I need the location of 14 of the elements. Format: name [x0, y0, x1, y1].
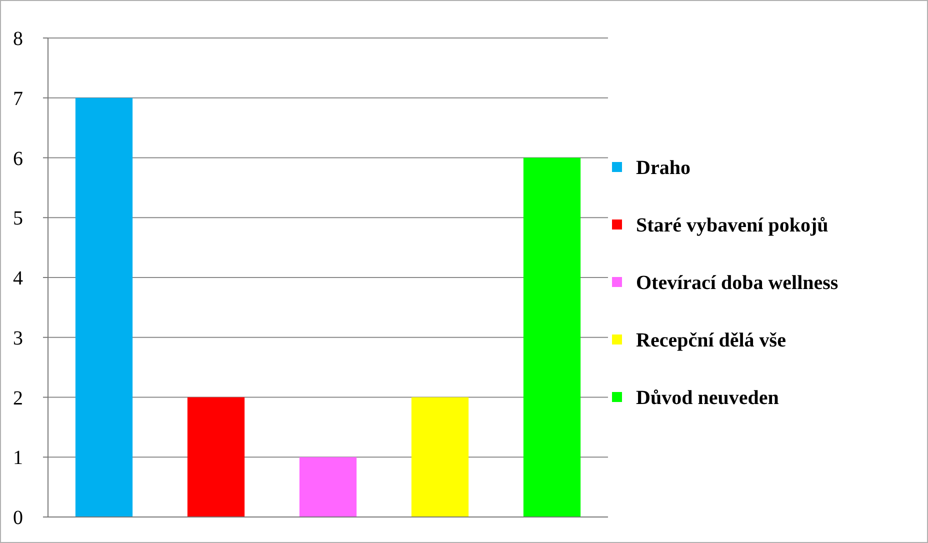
- legend-label: Důvod neuveden: [636, 387, 779, 409]
- y-tick-label: 3: [13, 327, 23, 350]
- y-tick-label: 5: [13, 208, 23, 230]
- y-tick-label: 4: [13, 268, 23, 290]
- legend-label: Otevírací doba wellness: [636, 272, 838, 294]
- legend-label: Draho: [636, 157, 690, 179]
- y-tick-label: 1: [13, 447, 23, 470]
- y-tick-label: 0: [13, 507, 23, 529]
- y-tick-label: 7: [13, 88, 23, 110]
- legend-label: Staré vybavení pokojů: [636, 214, 828, 236]
- y-tick-label: 2: [13, 387, 23, 410]
- y-tick-label: 6: [13, 148, 23, 170]
- legend-label: Recepční dělá vše: [636, 330, 786, 352]
- y-tick-label: 8: [13, 28, 23, 50]
